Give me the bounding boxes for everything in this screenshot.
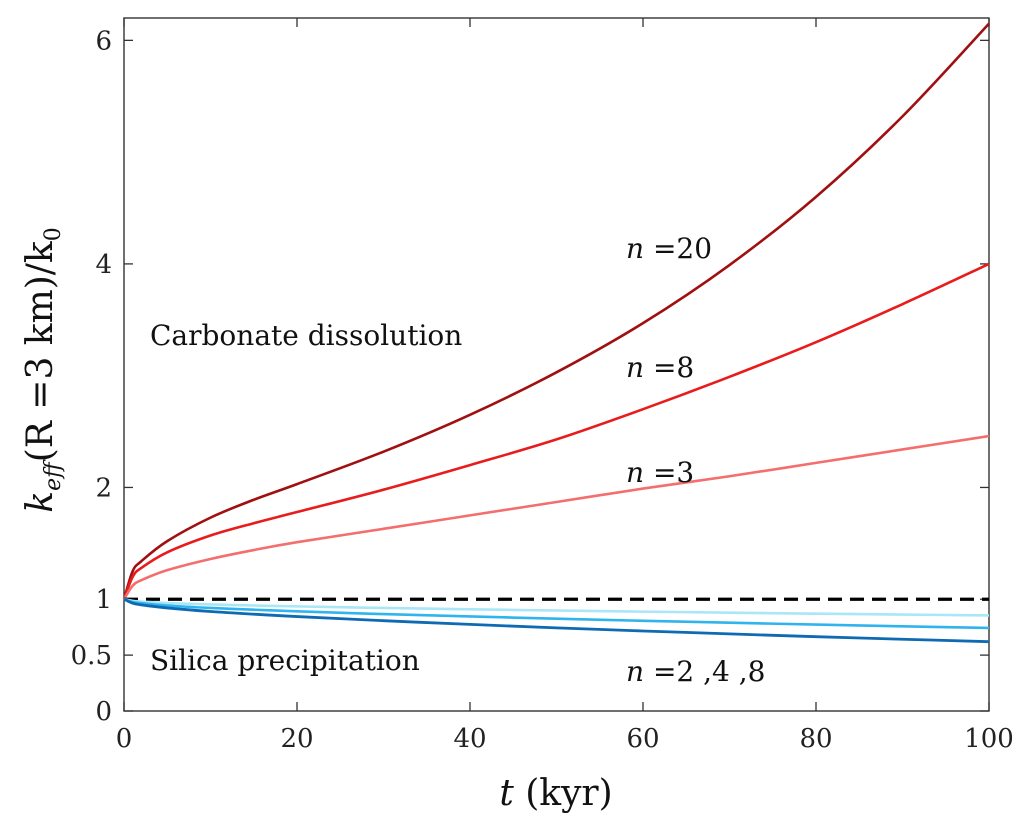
y-axis-title-k: k xyxy=(20,491,61,513)
y-axis-title-mid: (R =3 km)/k xyxy=(20,240,61,462)
annotation-n-blue-var: n xyxy=(626,655,644,688)
x-tick-label: 60 xyxy=(626,724,659,754)
annotation-n20-text: =20 xyxy=(644,232,712,265)
annotation-silica-precipitation: Silica precipitation xyxy=(150,644,420,677)
x-tick-label: 80 xyxy=(799,724,832,754)
y-tick-label: 0 xyxy=(95,697,112,727)
series-line-n-2 xyxy=(123,597,990,617)
plot-area-frame xyxy=(123,17,990,712)
y-tick-label: 6 xyxy=(95,26,112,56)
annotation-n8-var: n xyxy=(626,351,644,384)
annotation-n3-var: n xyxy=(626,456,644,489)
annotation-n8: n =8 xyxy=(626,351,694,384)
series-line-n-4 xyxy=(123,597,990,630)
x-tick-label: 20 xyxy=(280,724,313,754)
x-tick-label: 100 xyxy=(964,724,1014,754)
annotation-carbonate-dissolution: Carbonate dissolution xyxy=(150,319,462,352)
series-line-n-8 xyxy=(123,597,990,644)
x-tick-label: 0 xyxy=(116,724,133,754)
y-tick-label: 4 xyxy=(95,250,112,280)
annotation-n3: n =3 xyxy=(626,456,694,489)
annotation-n20-var: n xyxy=(626,232,644,265)
annotation-n-blue: n =2 ,4 ,8 xyxy=(626,655,765,688)
x-axis-title-rest: (kyr) xyxy=(514,773,613,814)
y-axis-title-text: keff(R =3 km)/k0 xyxy=(20,227,66,512)
y-axis-title: keff(R =3 km)/k0 xyxy=(20,227,66,512)
annotation-n3-text: =3 xyxy=(644,456,694,489)
series-layer xyxy=(122,22,990,644)
x-axis-title: t (kyr) xyxy=(499,773,612,814)
series-line-n-20 xyxy=(122,22,990,600)
annotation-n20: n =20 xyxy=(626,232,712,265)
y-tick-label: 1 xyxy=(95,585,112,615)
y-tick-label: 2 xyxy=(95,473,112,503)
annotation-n8-text: =8 xyxy=(644,351,694,384)
y-axis-title-sub0: 0 xyxy=(41,227,66,241)
annotation-n-blue-text: =2 ,4 ,8 xyxy=(644,655,765,688)
series-line-n-8 xyxy=(122,262,990,600)
series-line-n-3 xyxy=(122,434,990,600)
x-axis-ticks: 0 20 40 60 80 100 xyxy=(116,18,1014,754)
x-axis-title-var: t xyxy=(499,773,514,814)
x-tick-label: 40 xyxy=(453,724,486,754)
y-axis-title-sub: eff xyxy=(41,459,66,491)
y-tick-label: 0.5 xyxy=(71,641,112,671)
